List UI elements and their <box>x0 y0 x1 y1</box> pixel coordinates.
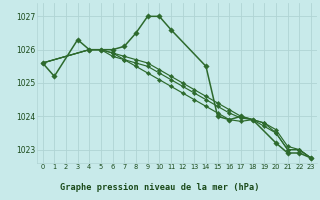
Text: Graphe pression niveau de la mer (hPa): Graphe pression niveau de la mer (hPa) <box>60 183 260 192</box>
